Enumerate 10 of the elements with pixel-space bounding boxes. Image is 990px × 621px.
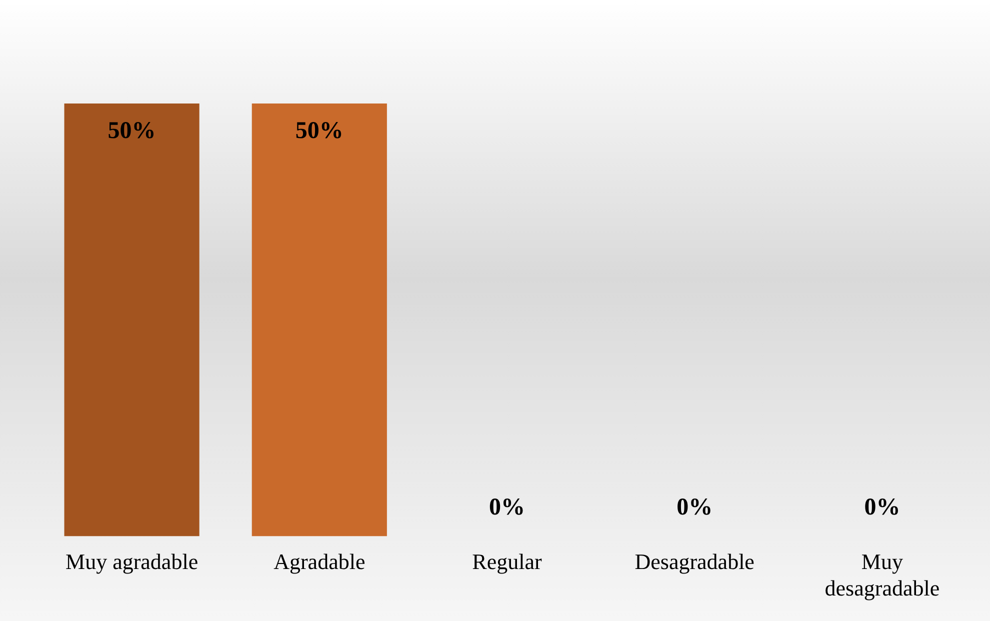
x-tick-label: Desagradable xyxy=(634,549,754,574)
data-label: 50% xyxy=(295,118,344,144)
data-label: 0% xyxy=(489,494,525,520)
x-tick-label: Regular xyxy=(472,549,542,574)
data-label: 0% xyxy=(676,494,713,520)
data-label: 0% xyxy=(864,494,900,520)
x-tick-label: Agradable xyxy=(274,549,366,574)
data-label: 50% xyxy=(108,118,156,144)
x-tick-label: Muy desagradable xyxy=(824,549,940,601)
x-tick-label: Muy agradable xyxy=(66,549,198,574)
